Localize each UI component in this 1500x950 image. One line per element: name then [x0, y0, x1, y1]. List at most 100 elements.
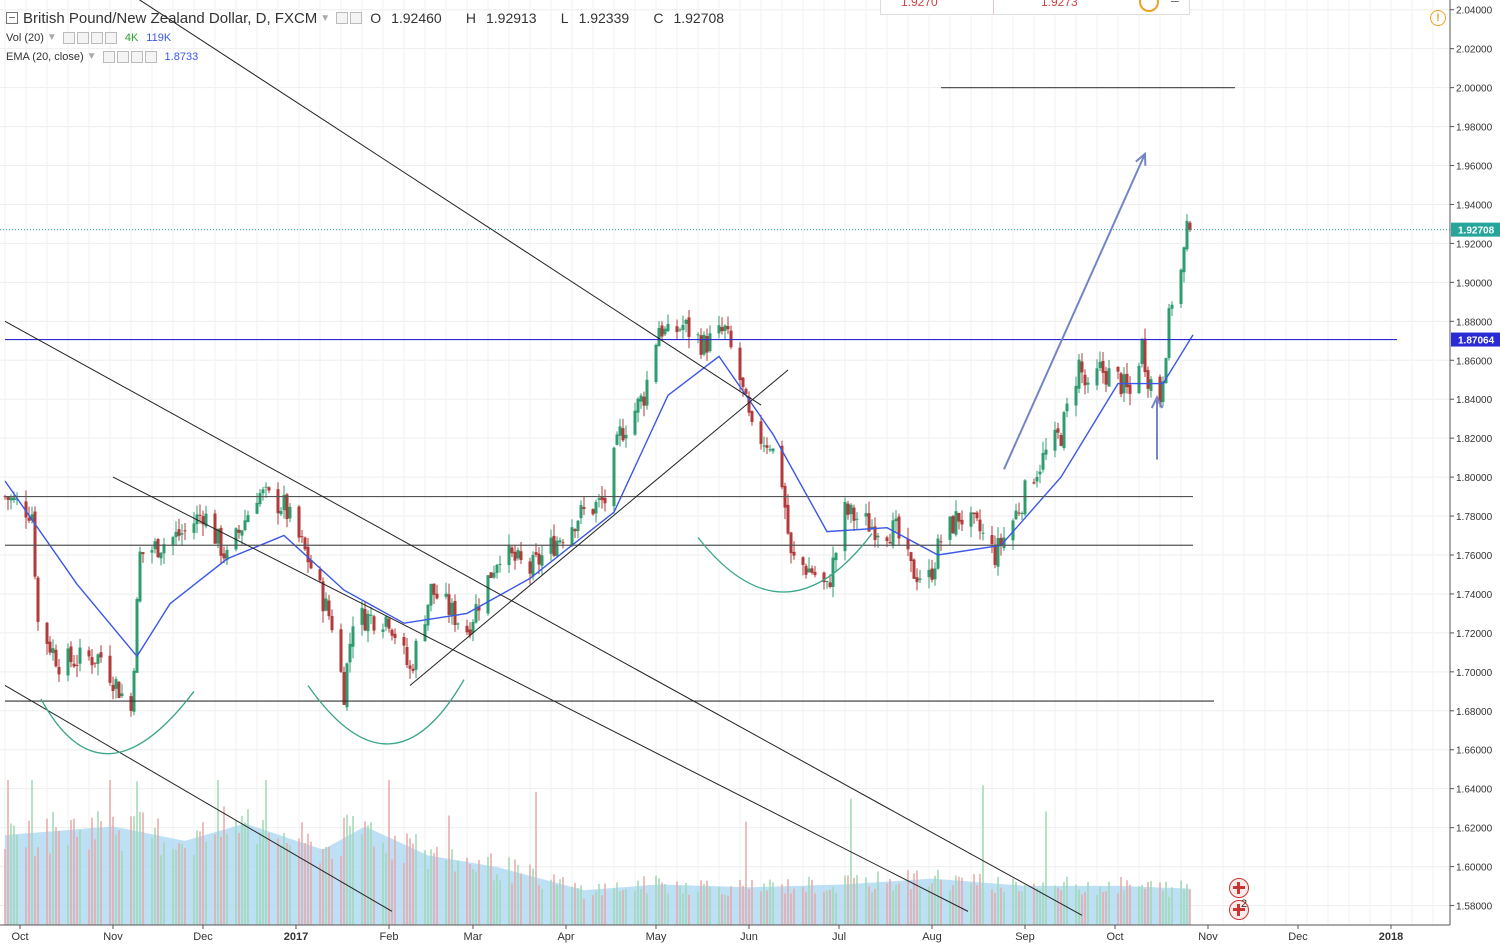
volume-bar — [436, 846, 438, 925]
ema-indicator-name[interactable]: EMA (20, close) — [6, 50, 84, 63]
volume-bar — [370, 822, 372, 925]
volume-bar — [583, 898, 585, 925]
close-icon[interactable] — [144, 50, 157, 63]
time-tick-label: Oct — [11, 931, 28, 943]
volume-bar — [1087, 881, 1089, 925]
settings-icon[interactable] — [116, 50, 129, 63]
uk-flag-event-icon[interactable] — [1229, 878, 1249, 898]
candle-body — [1035, 476, 1039, 482]
candle-body — [264, 486, 268, 488]
volume-controls[interactable] — [62, 31, 117, 44]
candle-body — [996, 538, 1000, 567]
chart-legend: British Pound/New Zealand Dollar, D, FXC… — [6, 8, 744, 66]
bid-price[interactable]: 1.9270 — [901, 0, 938, 9]
level-price-box — [1451, 332, 1500, 347]
candle-body — [48, 641, 52, 653]
collapse-icon[interactable] — [6, 12, 18, 24]
low-value: L 1.92339 — [560, 9, 630, 26]
settings-icon[interactable] — [350, 12, 363, 24]
candle-body — [36, 577, 40, 622]
volume-bar — [97, 811, 99, 925]
volume-bar — [193, 854, 195, 925]
chevron-down-icon[interactable]: ▼ — [320, 12, 331, 24]
price-tick-label: 1.92000 — [1456, 239, 1493, 250]
price-tick-label: 1.98000 — [1456, 123, 1493, 134]
candle-body — [1032, 482, 1036, 484]
eye-icon[interactable] — [102, 50, 115, 63]
volume-bar — [916, 870, 918, 925]
volume-indicator-row: Vol (20) ▼ 4K 119K — [6, 28, 744, 47]
uk-flag-event-icon[interactable] — [1229, 900, 1249, 920]
candle-body — [90, 657, 94, 666]
volume-bar — [1078, 889, 1080, 925]
cup-arc — [697, 533, 873, 593]
time-tick-label: Jun — [740, 931, 758, 943]
candle-body — [534, 552, 538, 555]
volume-bar — [850, 798, 852, 925]
candle-body — [156, 539, 160, 558]
coin-icon[interactable] — [1139, 0, 1159, 12]
volume-bar — [604, 883, 606, 925]
volume-bar — [70, 819, 72, 925]
candle-body — [1143, 338, 1147, 373]
chevron-down-icon[interactable]: ▼ — [46, 32, 57, 43]
ask-price[interactable]: 1.9273 — [1041, 0, 1078, 9]
candle-body — [219, 527, 223, 556]
add-icon[interactable] — [130, 50, 143, 63]
volume-bar — [391, 859, 393, 925]
volume-bar — [151, 837, 153, 925]
volume-indicator-name[interactable]: Vol (20) — [6, 31, 44, 44]
chevron-down-icon[interactable]: ▼ — [86, 51, 97, 62]
time-tick-label: Nov — [103, 931, 123, 943]
volume-bar — [118, 830, 120, 925]
volume-bar — [427, 869, 429, 925]
candle-body — [960, 519, 964, 525]
candle-body — [573, 529, 577, 532]
volume-bar — [823, 891, 825, 925]
candle-body — [612, 447, 616, 507]
volume-bar — [1165, 881, 1167, 925]
symbol-title[interactable]: British Pound/New Zealand Dollar, D, FXC… — [23, 9, 318, 27]
add-icon[interactable] — [90, 31, 103, 44]
candle-body — [579, 505, 583, 519]
alert-icon[interactable]: ! — [1430, 10, 1446, 26]
volume-bar — [256, 843, 258, 925]
price-tick-label: 1.94000 — [1456, 200, 1493, 211]
volume-bar — [973, 874, 975, 925]
candle-body — [498, 563, 502, 565]
candle-body — [372, 616, 376, 631]
candle-body — [150, 550, 154, 553]
symbol-controls[interactable] — [336, 12, 363, 24]
candle-body — [198, 514, 202, 516]
ema-controls[interactable] — [102, 50, 157, 63]
candle-body — [99, 652, 103, 658]
candle-body — [639, 395, 643, 402]
volume-bar — [616, 882, 618, 925]
time-tick-label: Nov — [1198, 931, 1218, 943]
volume-bar — [802, 886, 804, 925]
eye-icon[interactable] — [336, 12, 349, 24]
candle-body — [519, 551, 523, 560]
candle-body — [363, 608, 367, 631]
settings-icon[interactable] — [76, 31, 89, 44]
volume-bar — [49, 853, 51, 925]
minimize-icon[interactable]: – — [1171, 0, 1179, 8]
candle-body — [468, 629, 472, 636]
eye-icon[interactable] — [62, 31, 75, 44]
volume-bar — [283, 833, 285, 925]
volume-bar — [493, 880, 495, 925]
close-icon[interactable] — [104, 31, 117, 44]
volume-bar — [709, 886, 711, 925]
volume-bar — [619, 891, 621, 925]
open-value: O 1.92460 — [370, 9, 442, 26]
candle-body — [645, 379, 649, 406]
buy-sell-widget[interactable]: 1.9270 1.9273 – — [880, 0, 1190, 15]
volume-bar — [529, 864, 531, 925]
level-price-label: 1.87064 — [1458, 336, 1495, 347]
price-tick-label: 1.86000 — [1456, 356, 1493, 367]
volume-bar — [760, 891, 762, 925]
volume-bar — [559, 879, 561, 925]
volume-bar — [136, 781, 138, 925]
